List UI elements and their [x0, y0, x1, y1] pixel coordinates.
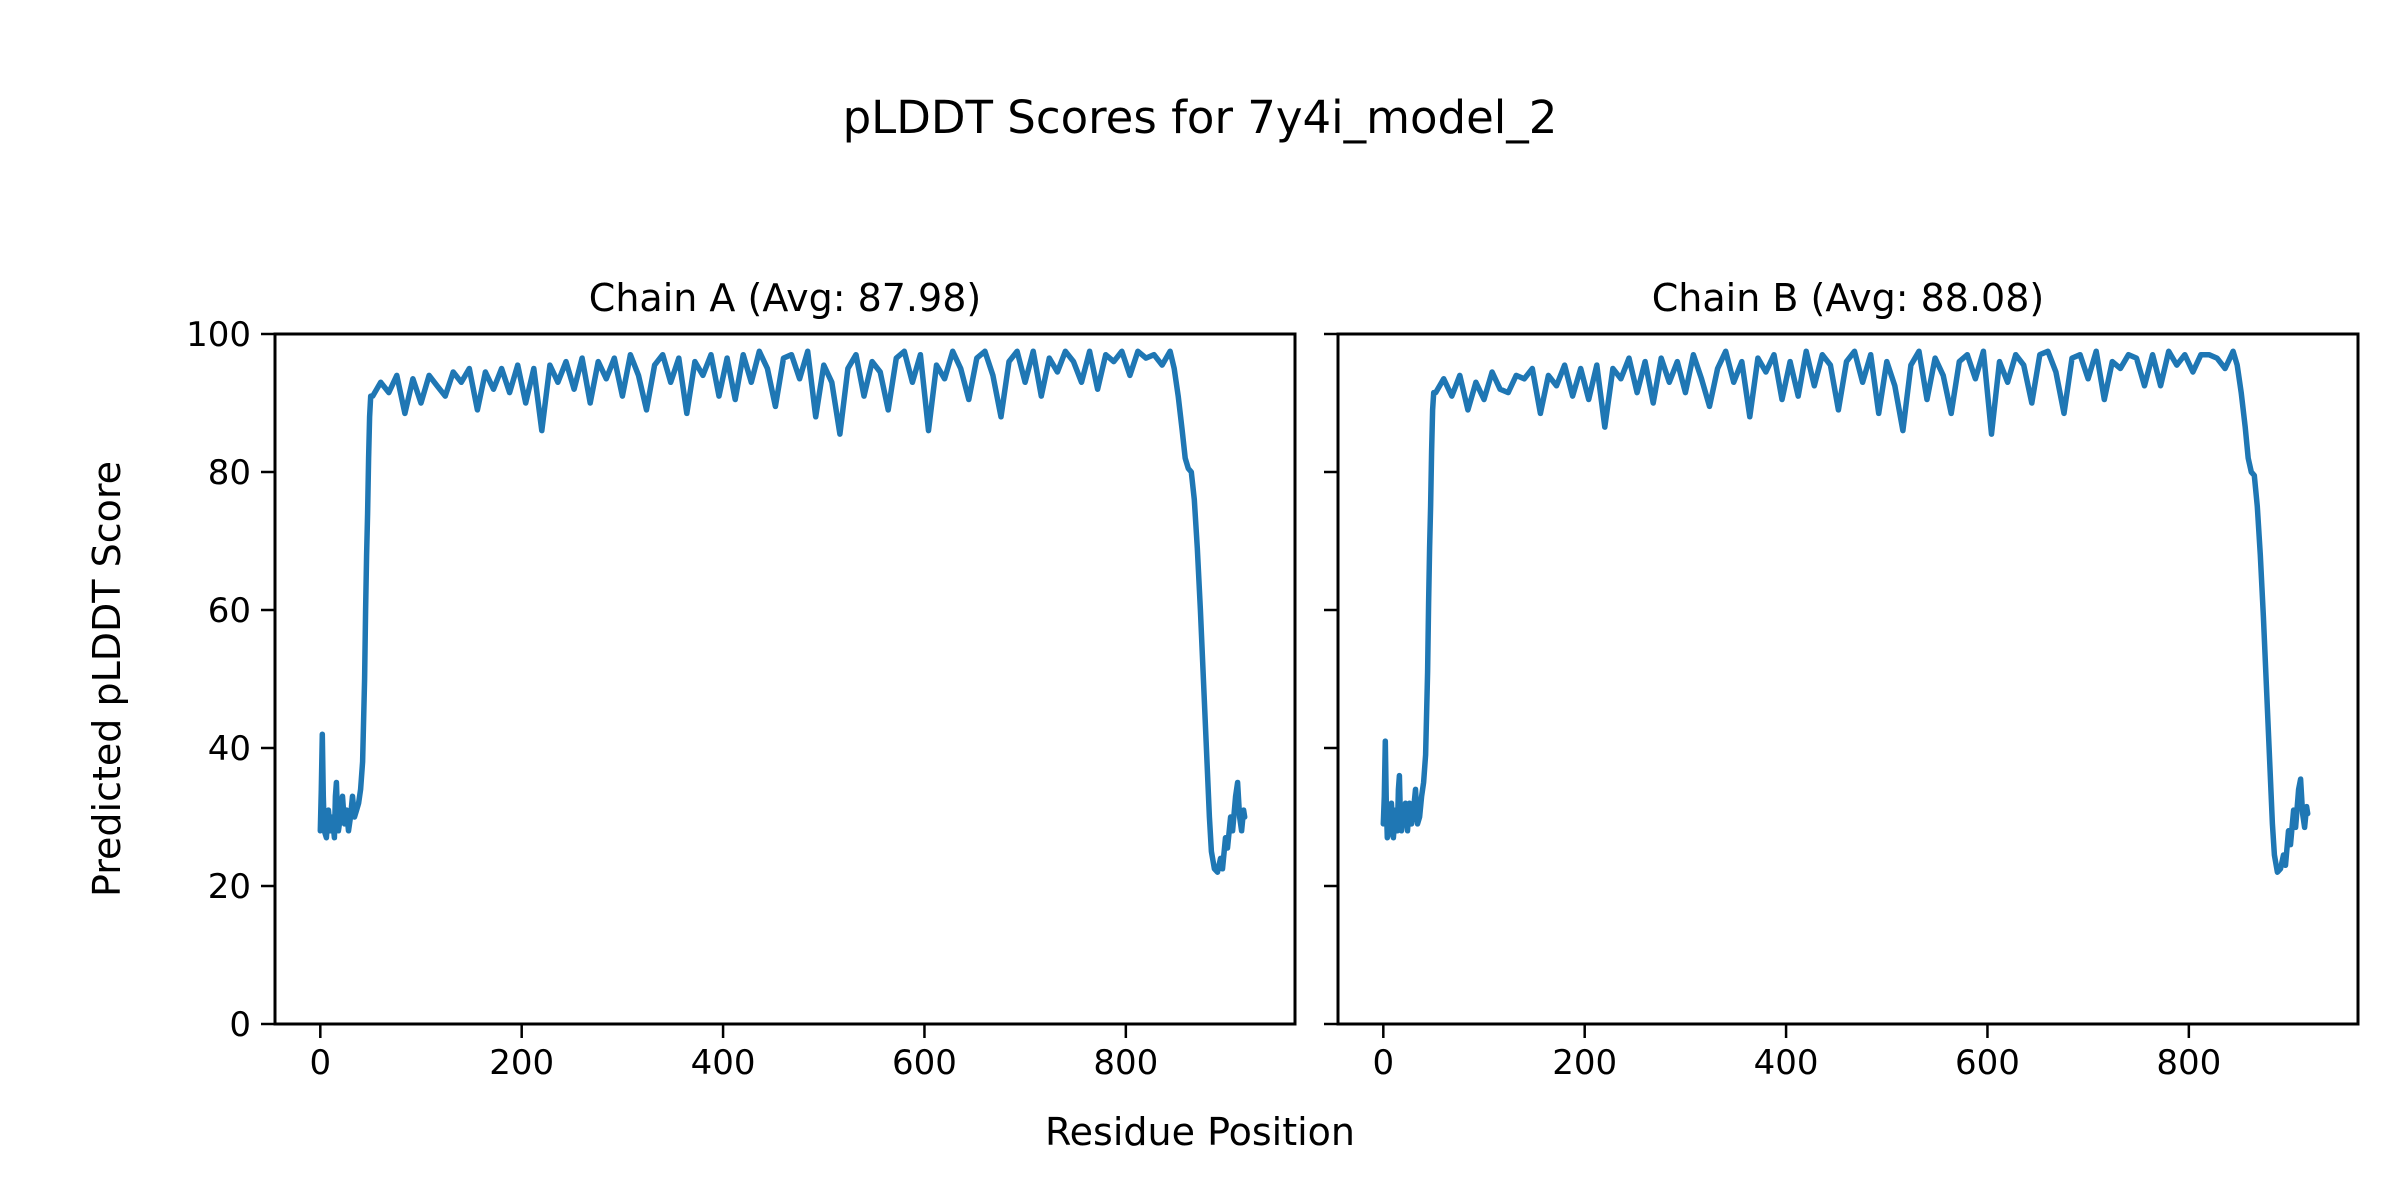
x-tick-label: 0 [309, 1043, 331, 1083]
chain-b-subplot: Chain B (Avg: 88.08) 0 200 400 600 800 [1324, 276, 2360, 1083]
x-tick-label: 400 [691, 1043, 756, 1083]
x-tick-label: 800 [2156, 1043, 2221, 1083]
chain-b-plot-area: 0 200 400 600 800 [1324, 332, 2360, 1083]
y-tick-label: 100 [186, 315, 251, 355]
y-tick-label: 80 [208, 453, 251, 493]
y-tick-label: 0 [229, 1005, 251, 1045]
x-tick-label: 600 [892, 1043, 957, 1083]
chain-a-subplot: Chain A (Avg: 87.98) 0 200 400 600 800 0 20 40 6… [186, 276, 1297, 1083]
y-tick-label: 60 [208, 591, 251, 631]
x-axis-label: Residue Position [1044, 1110, 1356, 1154]
y-tick-label: 20 [208, 867, 251, 907]
x-tick-label: 200 [489, 1043, 554, 1083]
y-axis-label: Predicted pLDDT Score [85, 461, 129, 897]
chain-a-plot-area: 0 200 400 600 800 0 20 40 60 80 100 [186, 315, 1297, 1083]
y-tick-label: 40 [208, 729, 251, 769]
x-tick-label: 600 [1955, 1043, 2020, 1083]
plddt-line [317, 348, 1248, 875]
figure-title: pLDDT Scores for 7y4i_model_2 [842, 91, 1558, 144]
x-tick-label: 400 [1754, 1043, 1819, 1083]
chain-a-title: Chain A (Avg: 87.98) [588, 276, 982, 320]
x-tick-label: 200 [1552, 1043, 1617, 1083]
axes-frame [1336, 332, 2360, 1026]
x-tick-label: 800 [1093, 1043, 1158, 1083]
x-tick-label: 0 [1372, 1043, 1394, 1083]
chain-b-title: Chain B (Avg: 88.08) [1651, 276, 2045, 320]
axes-frame [273, 332, 1297, 1026]
plddt-line [1380, 348, 2311, 875]
